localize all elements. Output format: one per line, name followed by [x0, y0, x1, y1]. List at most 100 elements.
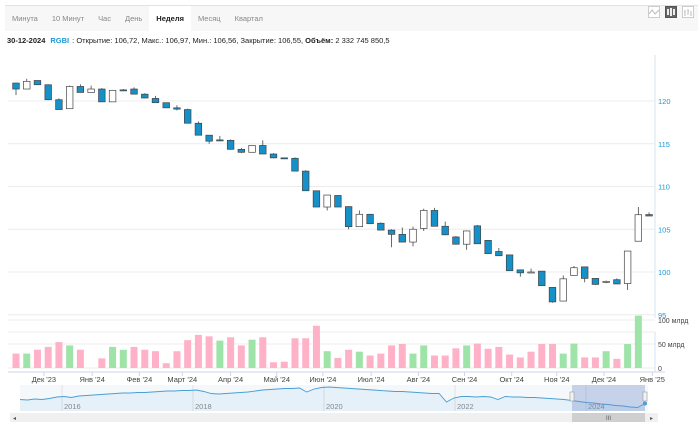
candle[interactable]	[581, 266, 589, 279]
volume-bar[interactable]	[602, 351, 610, 368]
candle[interactable]	[344, 206, 353, 228]
info-symbol[interactable]: RGBI	[50, 36, 70, 45]
candle[interactable]	[151, 98, 160, 104]
volume-bar[interactable]	[216, 340, 224, 368]
candle[interactable]	[387, 229, 396, 235]
volume-bar[interactable]	[366, 355, 374, 368]
volume-bar[interactable]	[484, 348, 492, 368]
volume-bar[interactable]	[398, 344, 406, 368]
candle[interactable]	[570, 267, 578, 276]
candle[interactable]	[420, 210, 428, 229]
tab-5[interactable]: Месяц	[197, 14, 221, 23]
candle[interactable]	[119, 89, 127, 92]
candle[interactable]	[65, 86, 74, 110]
candle[interactable]	[108, 89, 117, 103]
scrollbar-thumb[interactable]	[572, 413, 645, 422]
volume-bar[interactable]	[76, 349, 84, 368]
volume-bar[interactable]	[151, 351, 159, 368]
candle[interactable]	[184, 109, 192, 124]
candle[interactable]	[44, 84, 52, 101]
volume-bar[interactable]	[323, 351, 331, 368]
navigator-left-handle[interactable]	[569, 391, 575, 402]
volume-bar[interactable]	[506, 354, 514, 368]
volume-bar[interactable]	[173, 351, 181, 368]
candle[interactable]	[527, 271, 535, 274]
volume-bar[interactable]	[66, 345, 74, 368]
candle[interactable]	[23, 80, 31, 90]
candle[interactable]	[409, 228, 417, 243]
candle[interactable]	[473, 225, 482, 245]
volume-bar[interactable]	[634, 315, 642, 368]
volume-bar[interactable]	[44, 346, 52, 368]
volume-bar[interactable]	[452, 348, 460, 368]
candle[interactable]	[452, 236, 460, 245]
navigator-right-handle[interactable]	[642, 391, 648, 402]
candle[interactable]	[312, 190, 321, 208]
candle[interactable]	[205, 134, 213, 142]
volume-bar[interactable]	[280, 361, 288, 368]
volume-bar[interactable]	[248, 339, 256, 368]
candle[interactable]	[398, 234, 406, 243]
candle[interactable]	[516, 269, 524, 274]
candle[interactable]	[237, 148, 245, 153]
volume-bar[interactable]	[591, 357, 599, 368]
volume-bar[interactable]	[613, 358, 621, 368]
candle[interactable]	[495, 251, 503, 257]
candle[interactable]	[355, 213, 364, 228]
candle[interactable]	[259, 145, 267, 155]
candle[interactable]	[162, 102, 170, 109]
tab-6[interactable]: Квартал	[234, 14, 263, 23]
volume-bar[interactable]	[119, 349, 127, 368]
volume-bar[interactable]	[130, 346, 138, 368]
candle[interactable]	[194, 122, 203, 136]
candle[interactable]	[505, 254, 514, 272]
volume-bar[interactable]	[205, 336, 213, 368]
candle[interactable]	[484, 240, 492, 254]
volume-bar[interactable]	[259, 337, 267, 368]
volume-bar[interactable]	[538, 344, 546, 368]
candle[interactable]	[591, 278, 600, 285]
candle[interactable]	[334, 195, 342, 208]
candle[interactable]	[173, 107, 181, 110]
candle[interactable]	[98, 88, 106, 103]
volume-bar[interactable]	[312, 325, 320, 368]
volume-bar[interactable]	[441, 355, 449, 368]
tab-4[interactable]: Неделя	[149, 6, 191, 31]
candle[interactable]	[226, 139, 235, 150]
scrollbar-track[interactable]	[10, 413, 658, 422]
volume-bar[interactable]	[141, 349, 149, 368]
candle[interactable]	[623, 250, 632, 284]
candle[interactable]	[55, 99, 63, 110]
ohlc-button[interactable]	[682, 6, 694, 18]
volume-bar[interactable]	[473, 343, 481, 368]
volume-bar[interactable]	[624, 344, 632, 368]
candle[interactable]	[559, 278, 567, 302]
navigator-selection[interactable]	[572, 385, 645, 411]
candle[interactable]	[463, 230, 471, 245]
candle[interactable]	[302, 170, 310, 192]
volume-bar[interactable]	[388, 345, 396, 368]
volume-bar[interactable]	[345, 349, 353, 368]
candle[interactable]	[248, 145, 256, 153]
volume-bar[interactable]	[409, 353, 417, 368]
tab-3[interactable]: День	[124, 14, 143, 23]
volume-bar[interactable]	[302, 338, 310, 368]
candle[interactable]	[634, 214, 642, 242]
candle[interactable]	[613, 279, 621, 285]
candle[interactable]	[645, 214, 653, 217]
volume-bar[interactable]	[12, 353, 20, 368]
volume-bar[interactable]	[430, 355, 438, 368]
volume-bar[interactable]	[55, 342, 63, 368]
volume-bar[interactable]	[559, 353, 567, 368]
volume-bar[interactable]	[23, 353, 31, 368]
candle[interactable]	[216, 139, 224, 142]
candle[interactable]	[377, 222, 385, 231]
volume-bar[interactable]	[377, 353, 385, 368]
candlestick-button[interactable]	[665, 6, 677, 18]
volume-bar[interactable]	[98, 358, 106, 368]
volume-bar[interactable]	[570, 343, 578, 368]
candle[interactable]	[130, 88, 138, 95]
candle[interactable]	[141, 93, 149, 99]
volume-bar[interactable]	[334, 357, 342, 368]
